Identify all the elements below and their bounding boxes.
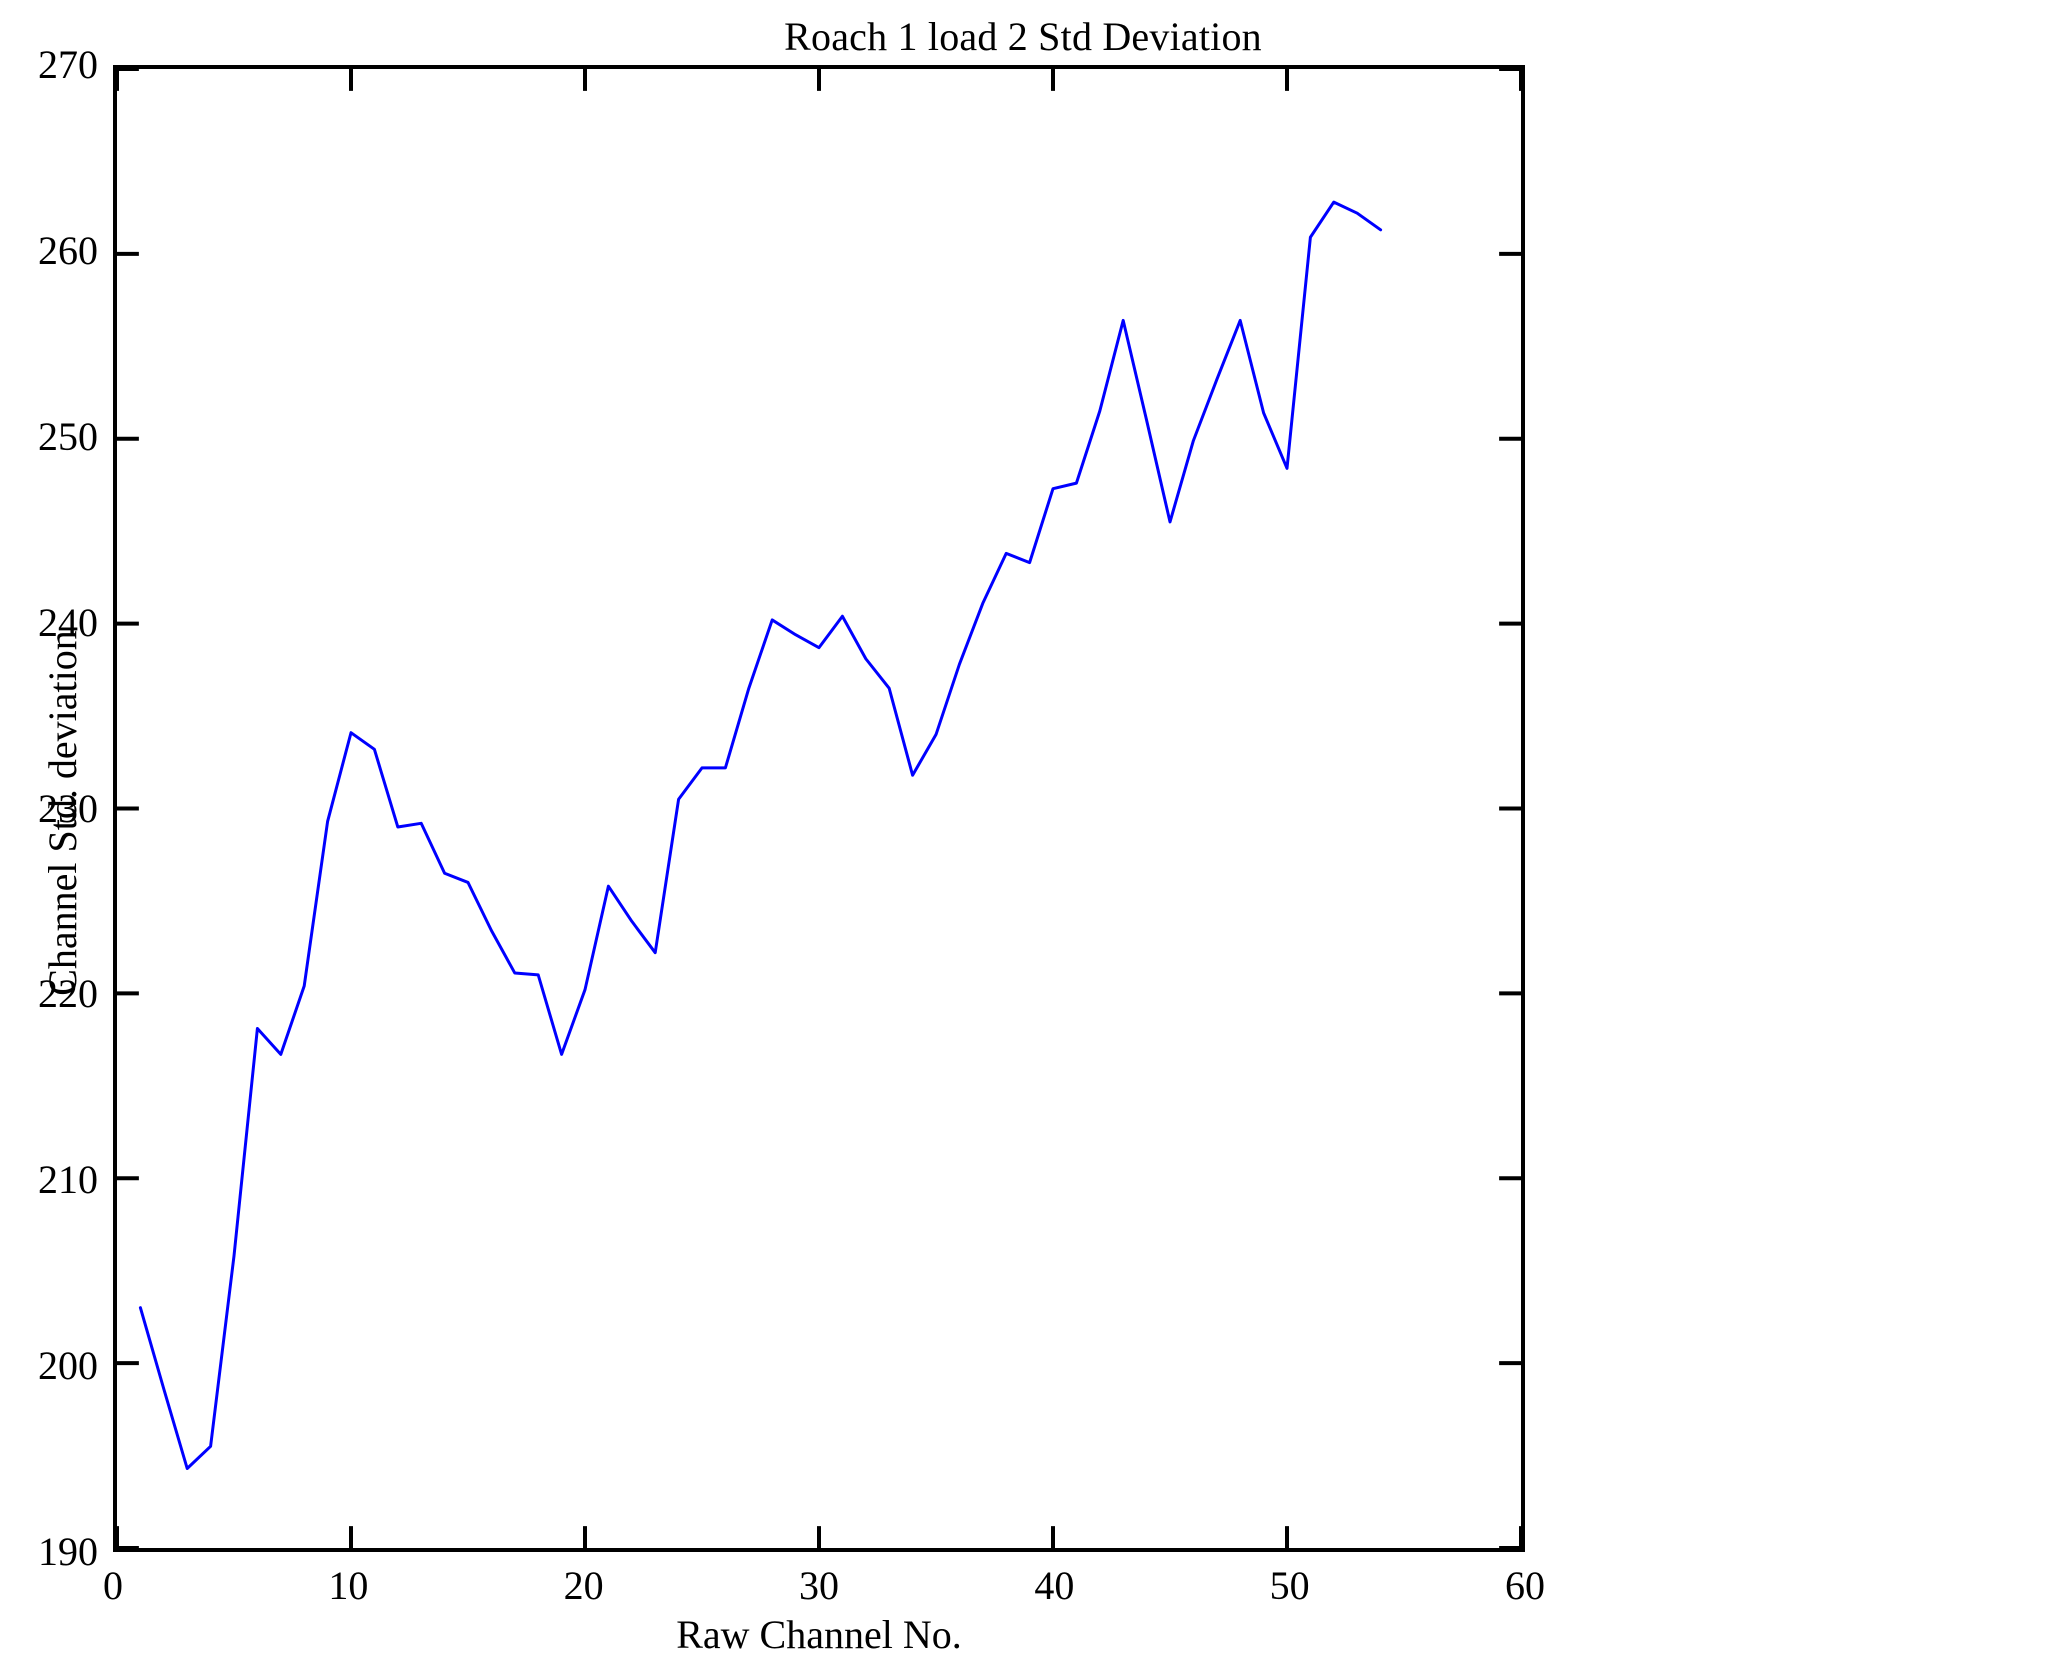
x-tick-label: 50 bbox=[1269, 1563, 1310, 1608]
x-tick-label: 0 bbox=[103, 1563, 123, 1608]
x-tick-label: 10 bbox=[328, 1563, 369, 1608]
y-tick-label: 260 bbox=[38, 227, 98, 273]
y-axis-tick-labels: 190 200 210 220 230 240 250 260 270 bbox=[0, 0, 98, 1671]
y-axis-ticks bbox=[117, 69, 1521, 1548]
y-tick-label: 190 bbox=[38, 1529, 98, 1574]
data-series-line bbox=[138, 200, 1383, 1470]
y-tick-label: 210 bbox=[38, 1157, 98, 1203]
y-tick-label: 200 bbox=[38, 1343, 98, 1389]
x-tick-label: 40 bbox=[1034, 1563, 1075, 1608]
y-tick-label: 220 bbox=[38, 971, 98, 1017]
plot-area bbox=[113, 65, 1525, 1552]
y-tick-label: 240 bbox=[38, 599, 98, 645]
y-tick-label: 270 bbox=[38, 42, 98, 87]
x-tick-label: 60 bbox=[1505, 1563, 1545, 1608]
y-tick-label: 250 bbox=[38, 413, 98, 459]
x-axis-ticks bbox=[117, 69, 1521, 1548]
x-axis-tick-labels: 0 10 20 30 40 50 60 bbox=[0, 1566, 2046, 1626]
chart-title: Roach 1 load 2 Std Deviation bbox=[784, 14, 1262, 59]
y-axis-label: Channel Std. deviation bbox=[40, 630, 85, 996]
x-axis-label: Raw Channel No. bbox=[676, 1612, 962, 1657]
y-tick-label: 230 bbox=[38, 785, 98, 831]
plot-svg bbox=[117, 69, 1521, 1548]
x-tick-label: 20 bbox=[563, 1563, 604, 1608]
x-tick-label: 30 bbox=[799, 1563, 839, 1608]
